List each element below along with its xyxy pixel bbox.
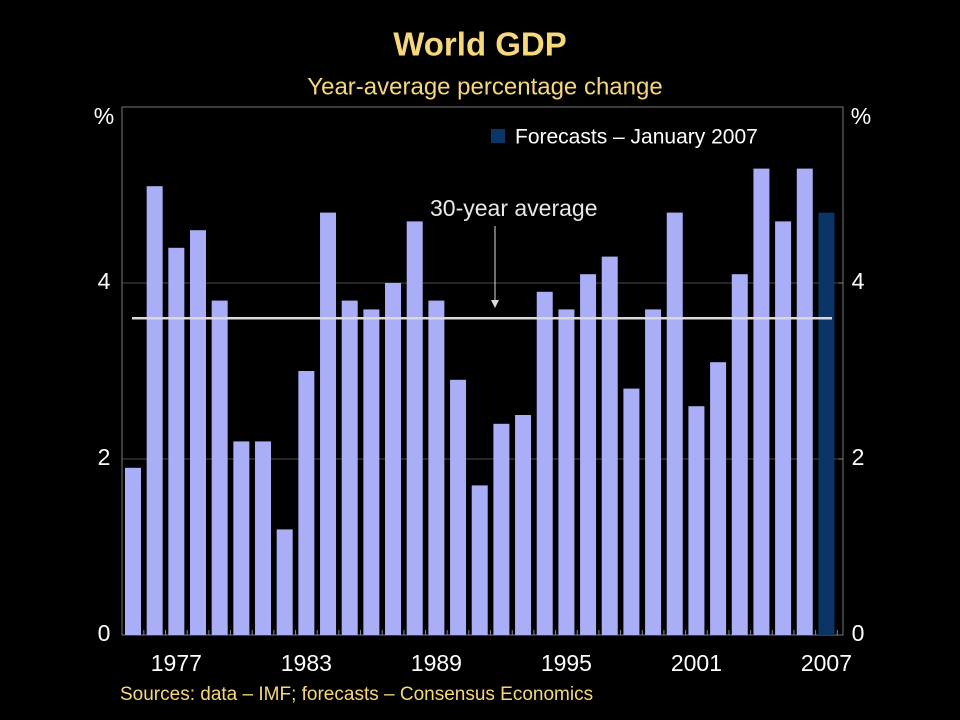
x-tick-label: 1983: [281, 650, 332, 676]
bar: [601, 256, 618, 635]
annotation: 30-year average: [430, 195, 598, 221]
chart-title: World GDP: [393, 26, 567, 63]
y2-axis-label: %: [851, 103, 871, 129]
chart-subtitle: Year-average percentage change: [307, 73, 662, 100]
bar: [775, 221, 792, 635]
x-tick-label: 2007: [801, 650, 852, 676]
y2-tick-label: 0: [852, 620, 865, 646]
legend-swatch: [491, 129, 505, 143]
bar: [710, 362, 727, 635]
x-tick-label: 1995: [541, 650, 592, 676]
bar: [558, 309, 575, 635]
x-tick-label: 1977: [151, 650, 202, 676]
bar: [753, 168, 770, 635]
bar: [168, 247, 185, 636]
bar: [406, 221, 423, 635]
y-tick-label: 4: [98, 268, 111, 294]
bar: [688, 406, 705, 635]
legend-label: Forecasts – January 2007: [515, 126, 758, 149]
annotation-arrowhead: [491, 300, 499, 308]
bar: [276, 529, 293, 635]
bar: [125, 467, 141, 635]
bar: [818, 212, 835, 635]
bar: [298, 371, 315, 635]
bar: [255, 441, 272, 635]
bar: [515, 415, 532, 635]
y2-tick-label: 4: [852, 268, 865, 294]
bar: [493, 423, 510, 635]
bar: [536, 291, 553, 635]
bar: [146, 186, 163, 635]
y-tick-label: 0: [98, 620, 111, 646]
bar: [428, 300, 445, 635]
bar: [320, 212, 337, 635]
y-axis-label: %: [94, 103, 114, 129]
bar: [385, 283, 402, 635]
bar: [471, 485, 488, 635]
y-tick-label: 2: [98, 444, 111, 470]
bar: [666, 212, 683, 635]
bar: [450, 379, 467, 635]
bar: [580, 274, 597, 635]
bar: [796, 168, 813, 635]
x-tick-label: 1989: [411, 650, 462, 676]
bar: [233, 441, 250, 635]
x-tick-label: 2001: [671, 650, 722, 676]
y2-tick-label: 2: [852, 444, 865, 470]
bar: [363, 309, 380, 635]
bar: [341, 300, 358, 635]
source-note: Sources: data – IMF; forecasts – Consens…: [120, 684, 593, 705]
bar: [211, 300, 228, 635]
bar: [731, 274, 748, 635]
bar: [645, 309, 662, 635]
bar: [623, 388, 640, 635]
bar: [190, 230, 207, 635]
